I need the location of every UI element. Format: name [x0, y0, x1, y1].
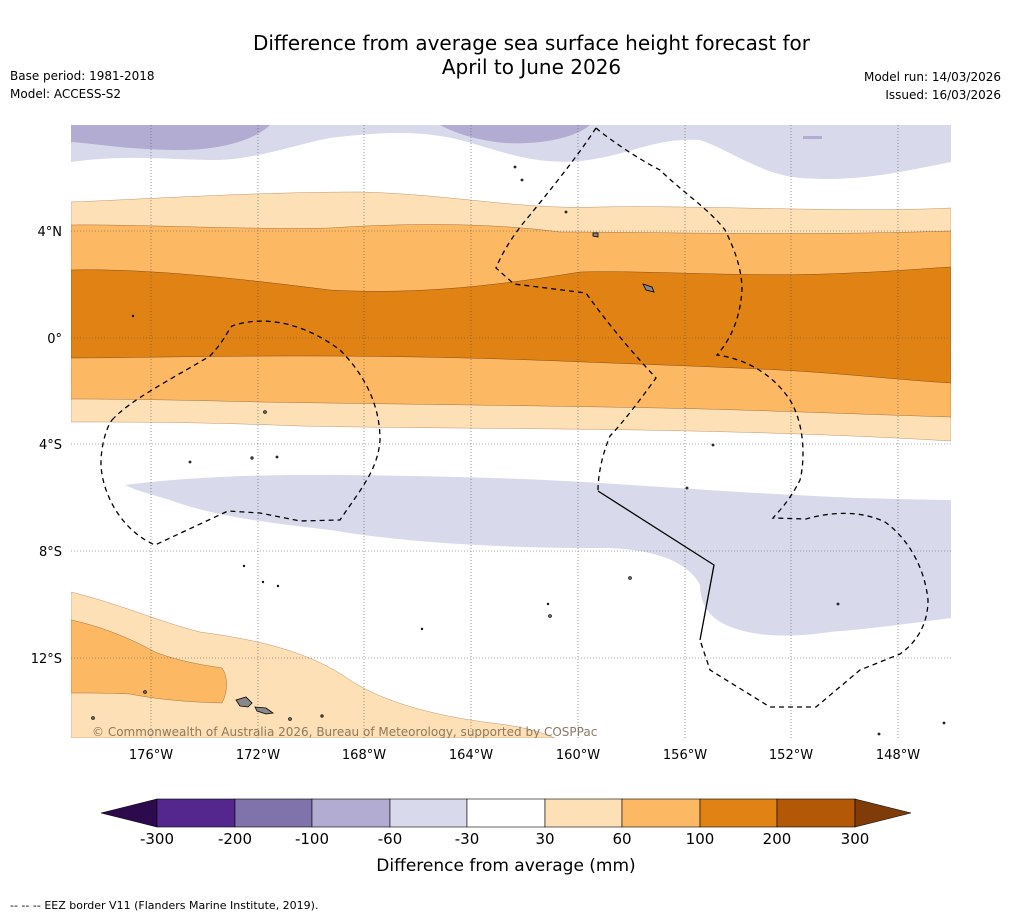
atoll-n	[320, 714, 324, 718]
atoll-c	[263, 410, 267, 414]
atoll-d	[250, 456, 254, 460]
atoll-q	[564, 210, 568, 214]
colorbar-segment	[621, 798, 701, 828]
atoll-r	[836, 602, 840, 606]
eez-borders	[100, 127, 929, 708]
meta-right: Model run: 14/03/2026 Issued: 16/03/2026	[864, 68, 1001, 104]
islands	[91, 165, 946, 736]
eez-source-text: EEZ border V11 (Flanders Marine Institut…	[44, 899, 319, 912]
atoll-z	[131, 314, 135, 318]
title-line-2: April to June 2026	[441, 55, 622, 79]
lon-label: 156°W	[663, 748, 707, 763]
colorbar-tick-label: 100	[686, 830, 715, 848]
atoll-i	[711, 443, 715, 447]
lat-label: 8°S	[39, 545, 62, 560]
issued-date: Issued: 16/03/2026	[885, 88, 1001, 102]
colorbar-tick-label: -60	[378, 830, 403, 848]
lat-label: 4°N	[38, 225, 63, 240]
atoll-w	[420, 627, 424, 631]
atoll-m	[288, 717, 292, 721]
map-title: Difference from average sea surface heig…	[0, 31, 1011, 79]
atoll-h	[628, 576, 632, 580]
atoll-k	[143, 690, 147, 694]
atoll-u	[261, 580, 265, 584]
colorbar-segment	[544, 798, 623, 828]
colorbar-title: Difference from average (mm)	[376, 856, 635, 876]
atoll-b	[592, 232, 599, 238]
gridlines	[71, 125, 951, 738]
atoll-v	[276, 584, 280, 588]
colorbar-max-arrow	[854, 798, 912, 828]
title-line-1: Difference from average sea surface heig…	[252, 31, 811, 55]
colorbar-tick-label: 300	[841, 830, 870, 848]
lon-label: 160°W	[556, 748, 600, 763]
colorbar-segment	[156, 798, 236, 828]
model-run-date: Model run: 14/03/2026	[863, 70, 1001, 84]
colorbar-tick-label: -30	[455, 830, 480, 848]
north-mid-purple-band	[71, 125, 270, 150]
colorbar-min-arrow	[100, 798, 158, 828]
eez-border-kiribati-line	[595, 127, 929, 708]
colorbar-segment	[466, 798, 546, 828]
tiny-purple-speck	[803, 136, 822, 139]
colorbar-tick-label: -200	[218, 830, 252, 848]
north-mid-purple-patch	[440, 125, 590, 144]
colorbar: -300 -200 -100 -60 -30 30 60 100 200 300…	[100, 798, 912, 876]
colorbar-segment	[311, 798, 391, 828]
lon-label: 148°W	[876, 748, 920, 763]
dark-orange-band	[71, 266, 951, 384]
atoll-l	[91, 716, 95, 720]
eez-legend-note: -- -- -- EEZ border V11 (Flanders Marine…	[10, 899, 318, 912]
colorbar-tick-label: 30	[535, 830, 554, 848]
lon-label: 164°W	[449, 748, 493, 763]
atoll-p	[520, 178, 524, 182]
atoll-t	[942, 721, 946, 725]
colorbar-segment	[776, 798, 856, 828]
lon-label: 172°W	[236, 748, 280, 763]
model-name: Model: ACCESS-S2	[10, 87, 122, 101]
eez-solid-boundary	[597, 490, 715, 641]
atoll-o	[513, 165, 517, 169]
samoa-upolu-island	[235, 696, 253, 708]
lon-label: 176°W	[129, 748, 173, 763]
atoll-f	[275, 455, 279, 459]
colorbar-tick-labels: -300 -200 -100 -60 -30 30 60 100 200 300	[140, 830, 869, 848]
lat-label: 4°S	[39, 438, 62, 453]
colorbar-tick-label: 200	[763, 830, 792, 848]
atoll-a	[642, 283, 655, 293]
lat-label: 12°S	[31, 652, 62, 667]
eez-dash-sample: -- -- --	[10, 899, 41, 912]
copyright-text: © Commonwealth of Australia 2026, Bureau…	[92, 725, 597, 739]
colorbar-segment	[389, 798, 468, 828]
colorbar-tick-label: 60	[612, 830, 631, 848]
atoll-x	[546, 602, 550, 606]
longitude-labels: 176°W 172°W 168°W 164°W 160°W 156°W 152°…	[129, 748, 920, 763]
lat-label: 0°	[47, 332, 62, 347]
atoll-e	[188, 460, 192, 464]
atoll-y	[242, 564, 246, 568]
eez-border-tokelau-north	[495, 127, 657, 492]
atoll-j	[685, 486, 689, 490]
meta-left: Base period: 1981-2018 Model: ACCESS-S2	[10, 67, 155, 103]
colorbar-tick-label: -300	[140, 830, 174, 848]
map-plot: © Commonwealth of Australia 2026, Bureau…	[71, 125, 951, 739]
southwest-mid-orange-area	[71, 619, 227, 704]
south-light-purple-band	[125, 474, 951, 636]
lon-label: 152°W	[769, 748, 813, 763]
latitude-labels: 4°N 0° 4°S 8°S 12°S	[31, 225, 62, 667]
samoa-savaii-island	[254, 706, 275, 715]
base-period: Base period: 1981-2018	[10, 69, 155, 83]
atoll-g	[548, 614, 552, 618]
colorbar-segment	[234, 798, 313, 828]
colorbar-segment	[699, 798, 778, 828]
north-light-purple-band	[71, 125, 951, 179]
lon-label: 168°W	[342, 748, 386, 763]
colorbar-tick-label: -100	[295, 830, 329, 848]
atoll-s	[877, 732, 881, 736]
